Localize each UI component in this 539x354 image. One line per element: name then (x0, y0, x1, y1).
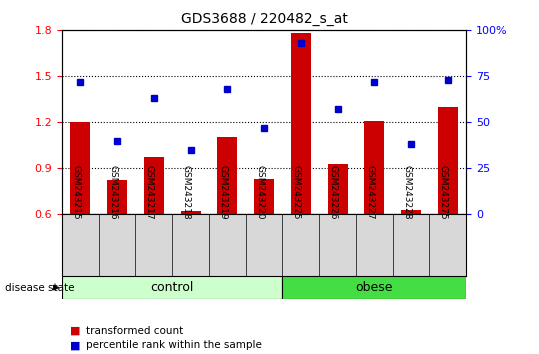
Text: percentile rank within the sample: percentile rank within the sample (86, 340, 262, 350)
Text: ■: ■ (70, 326, 80, 336)
Bar (181, 211, 201, 214)
Text: disease state: disease state (5, 282, 75, 293)
Bar (438, 107, 458, 214)
Bar (254, 179, 274, 214)
Text: GSM243216: GSM243216 (108, 165, 117, 219)
Bar (291, 33, 311, 214)
Text: GSM243227: GSM243227 (365, 165, 375, 219)
Bar (70, 122, 91, 214)
Text: GSM243217: GSM243217 (145, 165, 154, 219)
Bar (328, 164, 348, 214)
Bar (401, 210, 421, 214)
Text: transformed count: transformed count (86, 326, 183, 336)
Title: GDS3688 / 220482_s_at: GDS3688 / 220482_s_at (181, 12, 348, 26)
Bar (62, 276, 282, 299)
Text: GSM243228: GSM243228 (402, 165, 411, 219)
Text: GSM243220: GSM243220 (255, 165, 264, 219)
Text: obese: obese (356, 281, 393, 294)
Bar (107, 181, 127, 214)
Text: GSM243219: GSM243219 (218, 165, 227, 219)
Text: control: control (150, 281, 194, 294)
Text: ■: ■ (70, 340, 80, 350)
Text: GSM243225: GSM243225 (292, 165, 301, 219)
Bar (364, 121, 384, 214)
Bar (217, 137, 238, 214)
Bar (144, 158, 164, 214)
Text: GSM243218: GSM243218 (182, 165, 191, 219)
Text: GSM243226: GSM243226 (329, 165, 337, 219)
Bar (282, 276, 466, 299)
Text: GSM243215: GSM243215 (71, 165, 80, 219)
Text: GSM243275: GSM243275 (439, 165, 448, 219)
